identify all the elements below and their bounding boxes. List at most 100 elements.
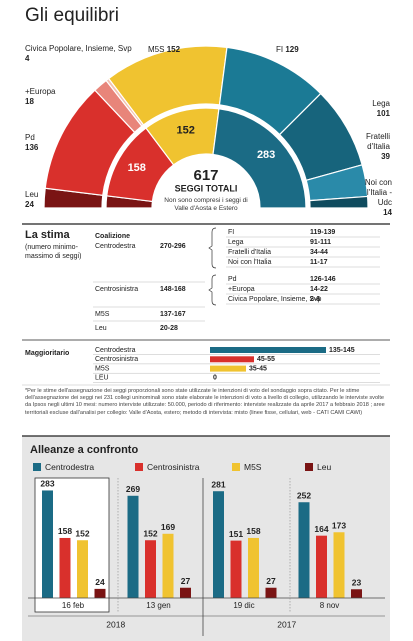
segment-label: M5S 152	[148, 45, 218, 55]
coalition-name: Centrodestra	[95, 243, 136, 250]
coalition-range: 20-28	[160, 325, 178, 332]
value-label: 45-55	[257, 356, 275, 363]
segment-name: +Europa	[25, 87, 56, 96]
row-label: LEU	[95, 375, 109, 382]
center	[154, 156, 258, 208]
party-range: 91-111	[310, 239, 331, 246]
coalition-name: Centrosinistra	[95, 286, 138, 293]
legend-label: Centrosinistra	[147, 462, 200, 472]
value-label: 269	[126, 484, 140, 494]
segment-label: Leu 24	[25, 190, 95, 210]
party-range: 119-139	[310, 229, 335, 236]
bar	[59, 537, 71, 598]
coalition-range: 148-168	[160, 286, 186, 293]
segment-value: 152	[166, 45, 181, 54]
bar	[333, 532, 345, 598]
bar	[298, 502, 310, 598]
bar	[248, 537, 259, 598]
segment-value: 152	[176, 125, 194, 137]
x-tick-label: 16 feb	[62, 601, 85, 610]
row-label: Centrodestra	[95, 347, 136, 354]
bar	[77, 540, 88, 598]
legend-label: M5S	[244, 462, 262, 472]
party-range: 2-6	[310, 296, 320, 303]
brace	[208, 227, 217, 269]
total-label: SEGGI TOTALI	[175, 183, 238, 193]
value-label: 152	[75, 528, 89, 538]
legend-label: Centrodestra	[45, 462, 94, 472]
value-label: 281	[211, 479, 225, 489]
stima-header: Coalizione	[95, 233, 130, 240]
x-tick-label: 19 dic	[233, 601, 254, 610]
segment-name: M5S	[148, 45, 165, 54]
year-label: 2018	[106, 619, 125, 629]
bar	[210, 347, 326, 353]
bar	[180, 587, 191, 598]
bar	[265, 587, 277, 598]
party-range: 34-44	[310, 249, 328, 256]
segment-name: Leu	[25, 190, 39, 199]
bar	[316, 535, 327, 598]
segment-name: Noi con l'Italia - Udc	[364, 178, 392, 207]
value-label: 0	[213, 375, 217, 382]
party-range: 126-146	[310, 276, 336, 283]
center-note: Non sono compresi i seggi di Valle d'Aos…	[164, 197, 248, 212]
segment-name: Fratelli d'Italia	[365, 132, 390, 151]
bar	[210, 365, 246, 372]
value-label: 135-145	[329, 347, 355, 354]
x-tick-label: 13 gen	[146, 601, 170, 610]
footnote: *Per le stime dell'assegnazione dei segg…	[25, 388, 385, 416]
party-name: Noi con l'Italia	[228, 259, 271, 266]
value-label: 24	[95, 577, 105, 587]
segment-label: Pd 136	[25, 133, 95, 153]
value-label: 27	[266, 576, 276, 586]
segment-value: 24	[25, 200, 34, 209]
arc-segment	[212, 108, 307, 209]
party-name: Lega	[228, 239, 244, 246]
arc-segment	[309, 195, 369, 209]
stima-title: La stima	[25, 229, 71, 241]
bar	[94, 588, 106, 598]
bar	[213, 491, 224, 598]
segment-label: FI 129	[276, 45, 336, 55]
segment-value: 129	[285, 45, 299, 54]
bar	[162, 533, 174, 598]
value-label: 164	[314, 524, 328, 534]
legend-swatch	[232, 463, 240, 471]
value-label: 152	[143, 528, 157, 538]
segment-name: Civica Popolare, Insieme, Svp	[25, 44, 132, 53]
value-label: 158	[246, 526, 260, 536]
value-label: 173	[332, 521, 346, 531]
party-name: Civica Popolare, Insieme, Svp	[228, 296, 321, 303]
coalition-name: Leu	[95, 325, 107, 332]
legend-swatch	[33, 463, 41, 471]
segment-label: Civica Popolare, Insieme, Svp 4	[25, 44, 155, 64]
brace	[208, 274, 217, 306]
value-label: 23	[352, 578, 362, 588]
year-label: 2017	[277, 619, 296, 629]
legend-swatch	[305, 463, 313, 471]
bar	[42, 490, 53, 598]
segment-value: 18	[25, 97, 34, 106]
segment-name: Pd	[25, 133, 35, 142]
bar	[351, 589, 362, 598]
segment-value: 4	[25, 54, 30, 63]
bar-title: Alleanze a confronto	[30, 444, 138, 456]
legend-label: Leu	[317, 462, 331, 472]
bar	[127, 495, 139, 598]
bar	[210, 356, 254, 363]
segment-value: 14	[383, 208, 392, 217]
party-name: Fratelli d'Italia	[228, 249, 271, 256]
bar	[145, 540, 156, 598]
segment-name: FI	[276, 45, 284, 54]
row-label: M5S	[95, 365, 110, 372]
value-label: 283	[40, 479, 54, 489]
party-range: 14-22	[310, 286, 328, 293]
stima-subtitle: (numero minimo-massimo di seggi)	[25, 244, 82, 260]
bar	[230, 540, 242, 598]
segment-label: Lega 101	[340, 99, 390, 119]
row-label: Centrosinistra	[95, 356, 138, 363]
party-name: +Europa	[228, 286, 255, 293]
